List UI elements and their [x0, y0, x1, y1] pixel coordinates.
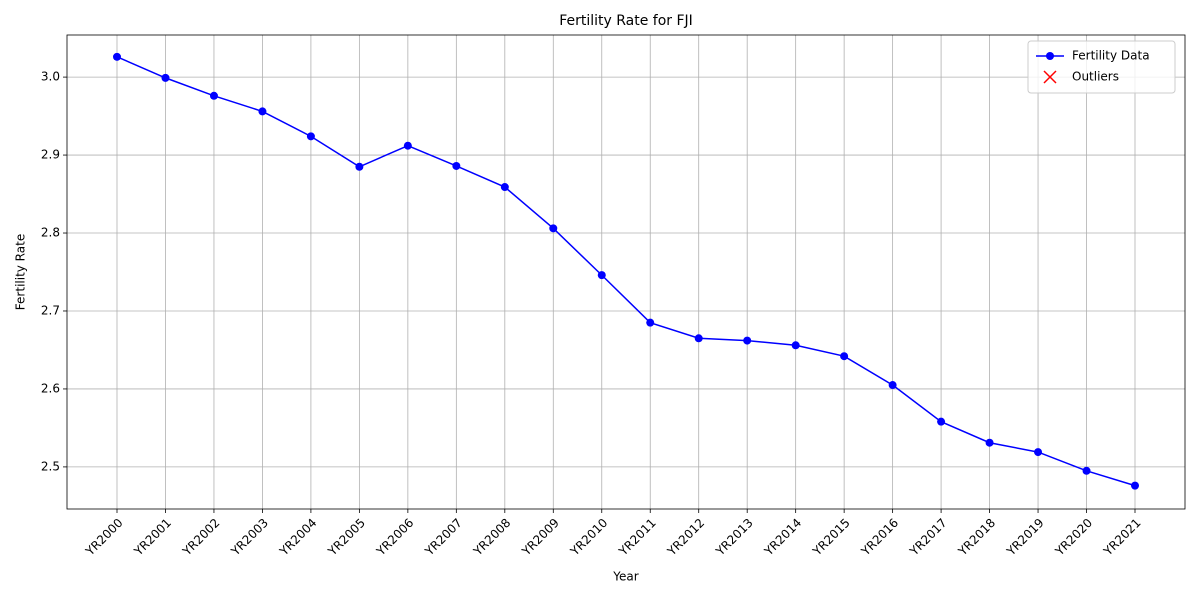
x-tick-label: YR2017 [906, 516, 949, 559]
data-point [1131, 481, 1139, 490]
data-point [113, 52, 121, 61]
y-axis-label: Fertility Rate [14, 234, 28, 310]
x-tick-label: YR2004 [276, 516, 319, 559]
data-point [694, 334, 703, 343]
x-tick-label: YR2001 [131, 516, 174, 559]
x-tick-label: YR2002 [179, 516, 222, 559]
data-point [791, 341, 800, 350]
x-tick-label: YR2009 [519, 516, 562, 559]
data-point [1082, 466, 1091, 475]
x-tick-label: YR2005 [325, 516, 368, 559]
legend-marker [1046, 52, 1054, 60]
x-tick-label: YR2000 [82, 516, 125, 559]
data-point [646, 318, 655, 327]
x-tick-label: YR2003 [228, 516, 271, 559]
x-tick-label: YR2014 [761, 516, 804, 559]
legend-label: Fertility Data [1072, 49, 1150, 63]
x-tick-label: YR2012 [664, 516, 707, 559]
data-point [403, 141, 412, 150]
data-point [209, 91, 218, 100]
legend-marker [1043, 70, 1057, 84]
data-point [500, 183, 509, 192]
x-tick-label: YR2007 [422, 516, 465, 559]
data-point [355, 162, 364, 171]
data-point [840, 352, 849, 361]
data-point [549, 224, 558, 233]
y-tick-label: 3.0 [41, 70, 60, 84]
data-point [258, 107, 267, 116]
x-tick-label: YR2011 [616, 516, 659, 559]
x-tick-label: YR2019 [1003, 516, 1046, 559]
x-tick-label: YR2018 [955, 516, 998, 559]
y-tick-label: 2.9 [41, 148, 60, 162]
x-tick-label: YR2006 [373, 516, 416, 559]
marker-x [1043, 70, 1057, 84]
data-point [161, 73, 170, 82]
data-point [306, 132, 315, 141]
legend: Fertility Data Outliers [1027, 40, 1176, 94]
x-tick-label: YR2021 [1100, 516, 1143, 559]
x-tick-label: YR2010 [567, 516, 610, 559]
x-tick-label: YR2020 [1052, 516, 1095, 559]
plot-frame [66, 34, 1186, 510]
x-tick-label: YR2008 [470, 516, 513, 559]
data-point [1034, 448, 1043, 457]
data-line [116, 56, 1136, 487]
x-tick-label: YR2015 [809, 516, 852, 559]
legend-box [1027, 40, 1176, 94]
legend-label: Outliers [1072, 70, 1119, 84]
y-tick-label: 2.8 [41, 226, 60, 240]
data-point [452, 161, 461, 170]
y-tick-label: 2.6 [41, 381, 60, 395]
chart-title: Fertility Rate for FJI [559, 13, 693, 29]
data-point [743, 336, 752, 345]
data-point [888, 381, 897, 390]
x-axis-label: Year [612, 570, 638, 584]
x-tick-label: YR2013 [712, 516, 755, 559]
x-tick-label: YR2016 [858, 516, 901, 559]
data-point [597, 271, 606, 280]
data-point [985, 438, 994, 447]
y-tick-label: 2.7 [41, 303, 60, 317]
data-point [937, 417, 946, 426]
y-tick-label: 2.5 [41, 459, 60, 473]
